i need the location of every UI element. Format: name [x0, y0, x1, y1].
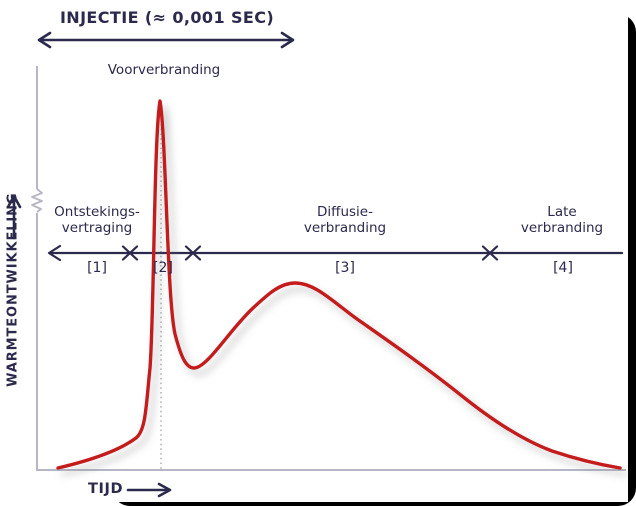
- pre-combustion-label: Voorverbranding: [107, 62, 221, 78]
- phase-line-left-arrowhead: [47, 244, 62, 262]
- phase-axis: [47, 244, 624, 262]
- phase-4-marker: [4]: [553, 260, 573, 276]
- phase-separator-x-2: [184, 245, 202, 261]
- x-axis-title: TIJD: [88, 481, 124, 497]
- phase-4-label-line1: Late: [547, 204, 577, 220]
- axis-break-mask: [29, 189, 45, 213]
- injection-title: INJECTIE (≈ 0,001 SEC): [59, 8, 275, 27]
- heat-release-curve: [56, 99, 622, 470]
- phase-1-label-line2: vertraging: [61, 219, 133, 236]
- phase-separator-x-1: [121, 245, 139, 261]
- phase-1-label-line1: Ontstekings-: [54, 204, 140, 220]
- injection-range-arrow: [37, 31, 295, 49]
- x-axis-arrow-icon: [126, 482, 172, 498]
- phase-separator-x-3: [481, 245, 499, 261]
- phase-4-label-line2: verbranding: [520, 219, 604, 236]
- phase-3-label-line1: Diffusie-: [317, 204, 373, 220]
- phase-1-label: Ontstekings- vertraging: [37, 204, 157, 236]
- phase-2-marker: [2]: [153, 260, 173, 276]
- phase-1-marker: [1]: [87, 260, 107, 276]
- diagram-canvas: [0, 0, 628, 502]
- phase-3-label: Diffusie- verbranding: [285, 204, 405, 236]
- axis-break-zigzag-icon: [31, 188, 43, 213]
- y-axis-arrow-icon: [6, 194, 22, 240]
- phase-4-label: Late verbranding: [502, 204, 622, 236]
- phase-3-marker: [3]: [335, 260, 355, 276]
- y-axis-title: WARMTEONTWIKKELING: [5, 192, 21, 387]
- phase-3-label-line2: verbranding: [303, 219, 387, 236]
